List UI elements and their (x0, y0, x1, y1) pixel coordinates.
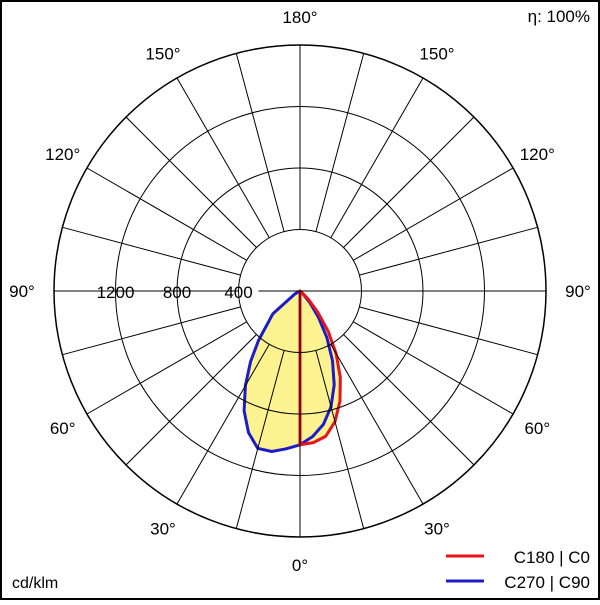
angle-label: 30° (424, 519, 450, 538)
legend: C180 | C0 C270 | C90 (446, 548, 590, 592)
radial-spoke (359, 306, 538, 356)
angle-label: 0° (292, 556, 308, 575)
radial-spoke (353, 167, 514, 261)
legend-label-c270: C270 | C90 (504, 573, 590, 592)
radial-spoke (125, 334, 257, 466)
radial-spoke (235, 350, 285, 529)
radial-spoke (86, 321, 247, 415)
radial-spoke (315, 53, 365, 232)
radial-spoke (359, 226, 538, 276)
radial-spoke (62, 226, 241, 276)
angle-label: 60° (524, 419, 550, 438)
angle-label: 120° (520, 145, 555, 164)
radial-tick-label: 1200 (97, 283, 135, 302)
angle-label: 90° (565, 282, 591, 301)
radial-spoke (235, 53, 285, 232)
unit-label: cd/klm (12, 575, 58, 592)
efficiency-label: η: 100% (528, 7, 590, 26)
radial-tick-label: 400 (224, 283, 252, 302)
grid-layer (53, 44, 547, 538)
radial-tick-label: 800 (163, 283, 191, 302)
radial-spoke (353, 321, 514, 415)
radial-spoke (62, 306, 241, 356)
angle-label: 150° (145, 45, 180, 64)
radial-spoke (176, 344, 270, 505)
legend-label-c180: C180 | C0 (514, 548, 590, 567)
angle-label: 180° (282, 8, 317, 27)
curve-line-1 (242, 289, 336, 453)
angle-label: 150° (419, 45, 454, 64)
angle-label: 30° (150, 519, 176, 538)
angle-label: 90° (9, 282, 35, 301)
radial-spoke (315, 350, 365, 529)
angle-label: 120° (45, 145, 80, 164)
radial-spoke (343, 116, 475, 248)
radial-spoke (330, 344, 424, 505)
radial-spoke (125, 116, 257, 248)
labels-layer: 400 800 1200 0° 30° 30° 60° 60° 90° 90° 120° 120° 15… (9, 8, 591, 575)
curve-fill-1 (244, 291, 335, 452)
angle-label: 60° (50, 419, 76, 438)
radial-spoke (330, 77, 424, 238)
radial-spoke (86, 167, 247, 261)
radial-spoke (343, 334, 475, 466)
radial-spoke (176, 77, 270, 238)
